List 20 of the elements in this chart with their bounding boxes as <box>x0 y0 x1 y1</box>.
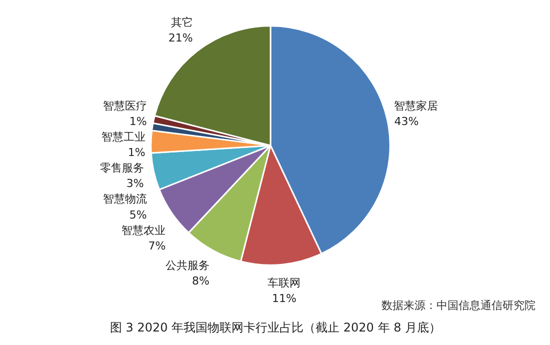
data-label: 1% <box>128 146 146 160</box>
slice-label: 智慧农业 <box>122 224 166 237</box>
source-note: 数据来源：中国信息通信研究院 <box>382 299 536 312</box>
data-label: 7% <box>148 239 166 252</box>
data-label: 11% <box>272 292 296 306</box>
slice-label: 零售服务 <box>100 162 144 175</box>
text: 图 3 2020 年我国物联网卡行业占比（截止 2020 年 8 月底） <box>110 320 442 334</box>
data-label: 43% <box>394 114 419 128</box>
data-label: 1% <box>129 114 147 128</box>
data-label: 5% <box>129 208 147 222</box>
slice-label: 其它 <box>170 16 193 29</box>
data-label: 3% <box>126 177 144 190</box>
slice-label: 智慧家居 <box>394 99 438 112</box>
slice-label: 车联网 <box>268 276 301 290</box>
slice-label: 智慧医疗 <box>102 99 147 112</box>
data-label: 8% <box>192 274 210 288</box>
data-label: 21% <box>168 32 193 45</box>
slice-label: 公共服务 <box>165 259 210 272</box>
slice-label: 智慧物流 <box>102 192 147 206</box>
slice-label: 智慧工业 <box>101 130 146 144</box>
